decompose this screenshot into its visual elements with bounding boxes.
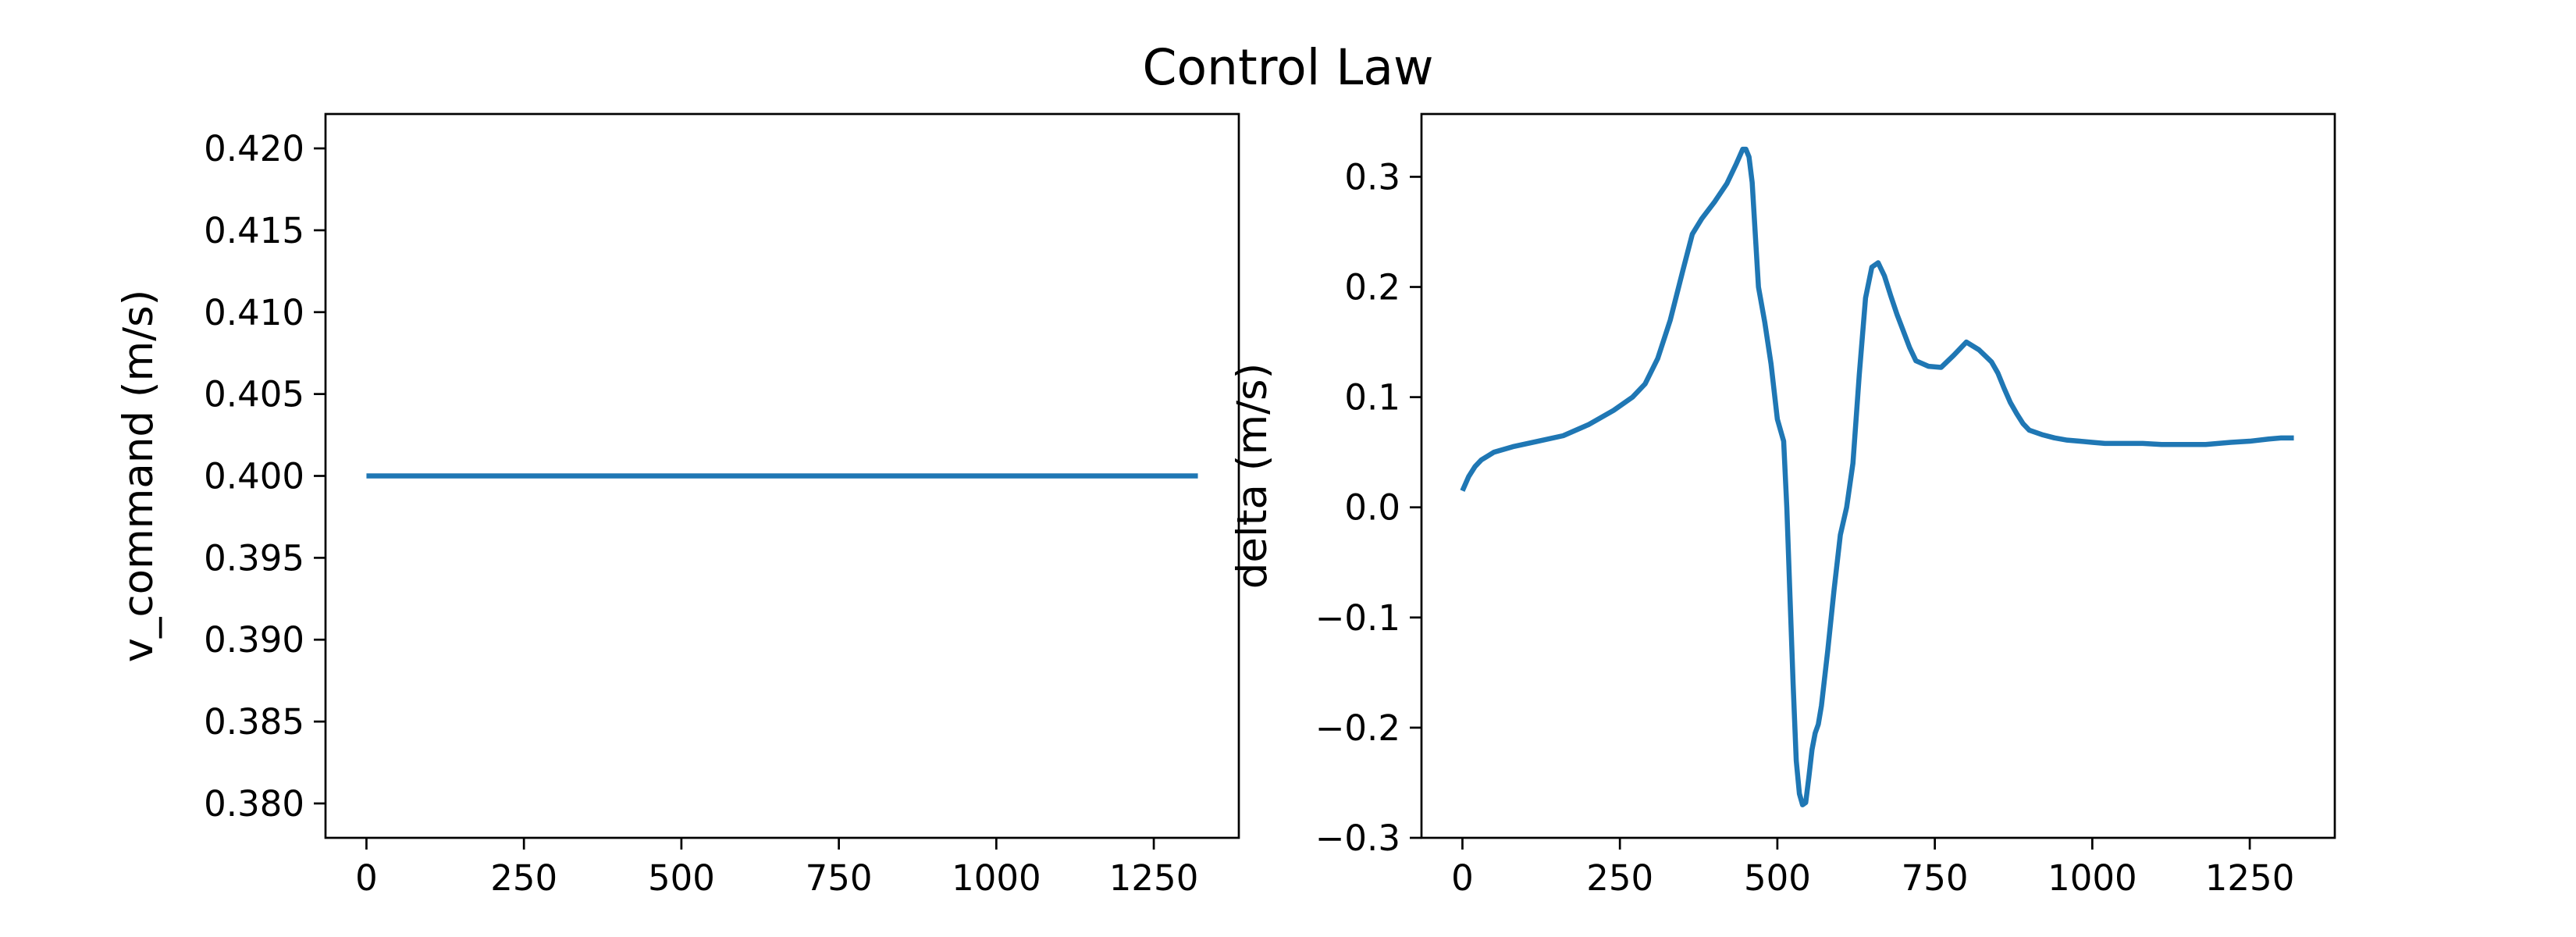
right-y-tick-label: 0.3 <box>1344 156 1400 198</box>
right-y-tick-label: 0.1 <box>1344 377 1400 419</box>
left-y-tick-label: 0.410 <box>204 292 304 333</box>
right-x-tick-label: 1250 <box>2205 857 2295 899</box>
right-panel: 0 250 500 750 1000 1250 −0.3 −0.2 −0.1 0.0 0.1 0.2 0… <box>1229 112 2336 899</box>
right-y-tick-label: −0.2 <box>1315 707 1400 749</box>
right-y-tick-label: 0.2 <box>1344 267 1400 308</box>
left-x-tick-label: 1250 <box>1109 857 1199 899</box>
right-y-tick-label: 0.0 <box>1344 487 1400 529</box>
left-x-tick-label: 250 <box>490 857 557 899</box>
left-x-tick-label: 500 <box>648 857 715 899</box>
right-series-line-0 <box>1460 146 2294 807</box>
left-x-tick-label: 750 <box>806 857 873 899</box>
left-y-axis-label: v_command (m/s) <box>115 290 162 663</box>
right-x-tick-label: 0 <box>1451 857 1474 899</box>
right-x-tick-label: 1000 <box>2048 857 2137 899</box>
right-y-axis-label: delta (m/s) <box>1229 363 1276 590</box>
left-y-tick-label: 0.415 <box>204 210 304 251</box>
right-axes-frame <box>1420 112 2336 839</box>
left-x-tick-label: 1000 <box>952 857 1041 899</box>
right-x-tick-label: 250 <box>1586 857 1653 899</box>
right-y-tick-label: −0.3 <box>1315 818 1400 859</box>
figure-title: Control Law <box>1143 39 1434 96</box>
left-panel: 0 250 500 750 1000 1250 0.380 0.385 0.390 0.395 0.… <box>115 112 1240 899</box>
left-y-tick-label: 0.380 <box>204 783 304 825</box>
left-x-tick-label: 0 <box>355 857 378 899</box>
right-x-tick-label: 500 <box>1744 857 1811 899</box>
left-y-tick-label: 0.420 <box>204 128 304 169</box>
left-y-tick-label: 0.395 <box>204 537 304 579</box>
left-y-tick-label: 0.405 <box>204 374 304 415</box>
right-x-tick-label: 750 <box>1902 857 1969 899</box>
right-y-tick-label: −0.1 <box>1315 597 1400 639</box>
left-y-tick-label: 0.390 <box>204 619 304 661</box>
left-y-tick-label: 0.385 <box>204 701 304 743</box>
left-y-tick-label: 0.400 <box>204 456 304 497</box>
